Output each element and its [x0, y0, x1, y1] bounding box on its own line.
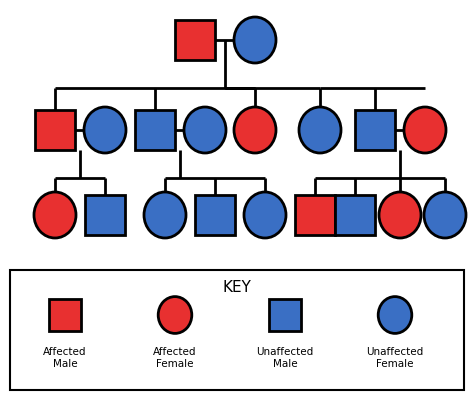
- Ellipse shape: [379, 192, 421, 238]
- Bar: [269, 299, 301, 331]
- Ellipse shape: [144, 192, 186, 238]
- Ellipse shape: [158, 297, 192, 333]
- Ellipse shape: [244, 192, 286, 238]
- Text: Unaffected
Male: Unaffected Male: [256, 347, 314, 369]
- Bar: [295, 195, 335, 235]
- Ellipse shape: [404, 107, 446, 153]
- Text: Unaffected
Female: Unaffected Female: [366, 347, 424, 369]
- Ellipse shape: [34, 192, 76, 238]
- Text: Affected
Female: Affected Female: [153, 347, 197, 369]
- Bar: [355, 110, 395, 150]
- Ellipse shape: [378, 297, 412, 333]
- Bar: [175, 20, 215, 60]
- Ellipse shape: [299, 107, 341, 153]
- Bar: [195, 195, 235, 235]
- Bar: [135, 110, 175, 150]
- Ellipse shape: [184, 107, 226, 153]
- Ellipse shape: [424, 192, 466, 238]
- Bar: [335, 195, 375, 235]
- Bar: [10, 270, 464, 390]
- Bar: [35, 110, 75, 150]
- Ellipse shape: [234, 107, 276, 153]
- Ellipse shape: [84, 107, 126, 153]
- Text: KEY: KEY: [223, 281, 251, 295]
- Bar: [85, 195, 125, 235]
- Ellipse shape: [234, 17, 276, 63]
- Text: Affected
Male: Affected Male: [43, 347, 87, 369]
- Bar: [49, 299, 81, 331]
